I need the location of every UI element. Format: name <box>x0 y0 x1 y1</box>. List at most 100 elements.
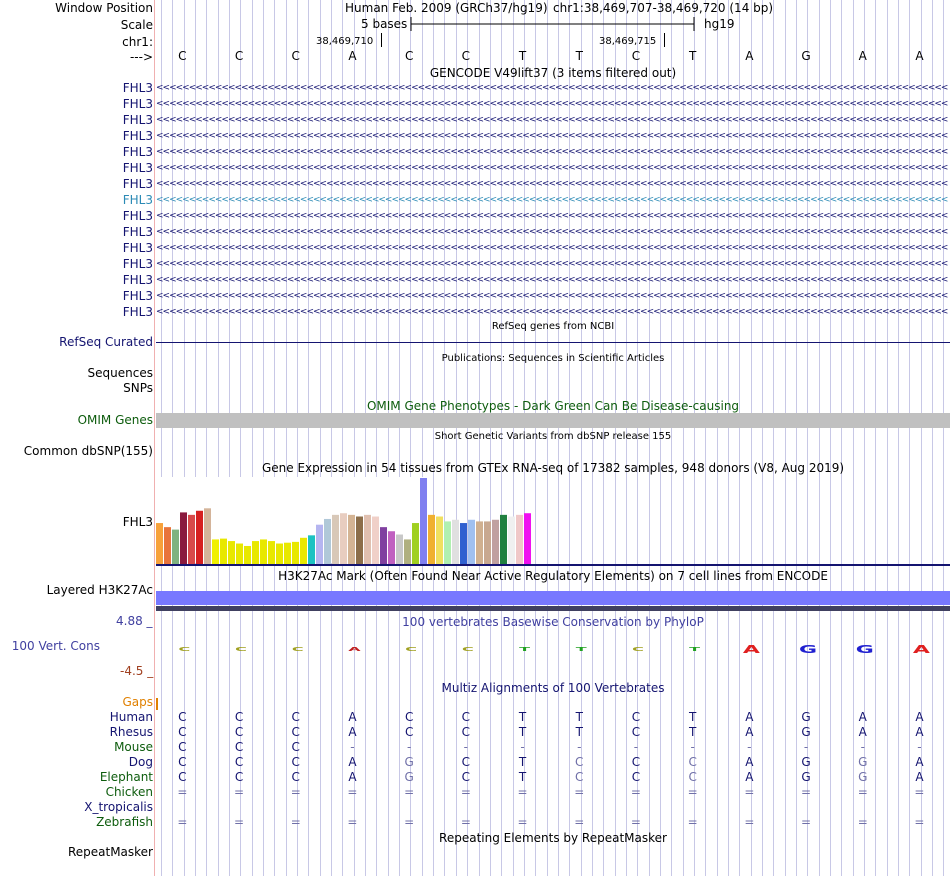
gencode-transcript[interactable]: <<<<<<<<<<<<<<<<<<<<<<<<<<<<<<<<<<<<<<<<… <box>156 131 948 141</box>
publications-sequences-label[interactable]: Sequences <box>87 366 153 380</box>
gtex-track-title[interactable]: Gene Expression in 54 tissues from GTEx … <box>261 461 845 475</box>
gaps-label[interactable]: Gaps <box>122 695 153 709</box>
gtex-tissue-bar[interactable] <box>508 516 515 564</box>
gencode-transcript[interactable]: <<<<<<<<<<<<<<<<<<<<<<<<<<<<<<<<<<<<<<<<… <box>156 291 948 301</box>
gtex-tissue-bar[interactable] <box>196 510 203 564</box>
gtex-tissue-bar[interactable] <box>436 516 443 564</box>
gtex-tissue-bar[interactable] <box>220 538 227 564</box>
gtex-tissue-bar[interactable] <box>300 537 307 564</box>
gtex-tissue-bar[interactable] <box>244 545 251 564</box>
gtex-tissue-bar[interactable] <box>188 514 195 564</box>
gencode-gene-label[interactable]: FHL3 <box>122 289 153 303</box>
gencode-gene-label[interactable]: FHL3 <box>122 97 153 111</box>
gencode-transcript[interactable]: <<<<<<<<<<<<<<<<<<<<<<<<<<<<<<<<<<<<<<<<… <box>156 99 948 109</box>
publications-track-title[interactable]: Publications: Sequences in Scientific Ar… <box>441 353 665 364</box>
gtex-tissue-bar[interactable] <box>260 539 267 564</box>
refseq-line[interactable] <box>156 342 950 343</box>
omim-label[interactable]: OMIM Genes <box>77 413 153 427</box>
gtex-tissue-bar[interactable] <box>292 541 299 564</box>
gencode-gene-label[interactable]: FHL3 <box>122 273 153 287</box>
gencode-gene-label[interactable]: FHL3 <box>122 305 153 319</box>
gtex-tissue-bar[interactable] <box>396 534 403 564</box>
gencode-gene-label[interactable]: FHL3 <box>122 225 153 239</box>
gencode-gene-label[interactable]: FHL3 <box>122 257 153 271</box>
gencode-transcript[interactable]: <<<<<<<<<<<<<<<<<<<<<<<<<<<<<<<<<<<<<<<<… <box>156 259 948 269</box>
multiz-species-label[interactable]: X_tropicalis <box>84 800 153 814</box>
gencode-gene-label[interactable]: FHL3 <box>122 113 153 127</box>
gtex-tissue-bar[interactable] <box>212 539 219 564</box>
gencode-transcript[interactable]: <<<<<<<<<<<<<<<<<<<<<<<<<<<<<<<<<<<<<<<<… <box>156 83 948 93</box>
refseq-label[interactable]: RefSeq Curated <box>59 335 153 349</box>
gencode-gene-label[interactable]: FHL3 <box>122 241 153 255</box>
gtex-tissue-bar[interactable] <box>356 516 363 564</box>
multiz-species-label[interactable]: Rhesus <box>109 725 153 739</box>
gtex-tissue-bar[interactable] <box>308 535 315 564</box>
h3k27ac-bar[interactable] <box>156 591 950 605</box>
gencode-transcript[interactable]: <<<<<<<<<<<<<<<<<<<<<<<<<<<<<<<<<<<<<<<<… <box>156 147 948 157</box>
multiz-species-label[interactable]: Mouse <box>114 740 153 754</box>
gtex-tissue-bar[interactable] <box>452 519 459 564</box>
gtex-tissue-bar[interactable] <box>468 519 475 564</box>
gtex-tissue-bar[interactable] <box>340 513 347 564</box>
omim-bar[interactable] <box>156 413 950 428</box>
gencode-transcript[interactable]: <<<<<<<<<<<<<<<<<<<<<<<<<<<<<<<<<<<<<<<<… <box>156 275 948 285</box>
h3k27ac-track-title[interactable]: H3K27Ac Mark (Often Found Near Active Re… <box>278 569 828 583</box>
gtex-tissue-bar[interactable] <box>180 512 187 564</box>
gtex-tissue-bar[interactable] <box>276 543 283 564</box>
gtex-tissue-bar[interactable] <box>500 514 507 564</box>
multiz-species-label[interactable]: Zebrafish <box>96 815 153 829</box>
repeatmasker-label[interactable]: RepeatMasker <box>67 845 153 859</box>
gtex-tissue-bar[interactable] <box>268 541 275 564</box>
multiz-species-label[interactable]: Elephant <box>99 770 153 784</box>
gtex-tissue-bar[interactable] <box>332 514 339 564</box>
gencode-transcript[interactable]: <<<<<<<<<<<<<<<<<<<<<<<<<<<<<<<<<<<<<<<<… <box>156 179 948 189</box>
gtex-bar-chart[interactable] <box>156 476 556 564</box>
gencode-transcript[interactable]: <<<<<<<<<<<<<<<<<<<<<<<<<<<<<<<<<<<<<<<<… <box>156 243 948 253</box>
gencode-gene-label[interactable]: FHL3 <box>122 161 153 175</box>
gencode-track-title[interactable]: GENCODE V49lift37 (3 items filtered out) <box>429 66 677 80</box>
gtex-tissue-bar[interactable] <box>492 519 499 564</box>
gencode-transcript[interactable]: <<<<<<<<<<<<<<<<<<<<<<<<<<<<<<<<<<<<<<<<… <box>156 307 948 317</box>
gtex-tissue-bar[interactable] <box>380 527 387 564</box>
publications-snps-label[interactable]: SNPs <box>123 381 153 395</box>
phylop-label[interactable]: 100 Vert. Cons <box>11 639 100 653</box>
gencode-transcript[interactable]: <<<<<<<<<<<<<<<<<<<<<<<<<<<<<<<<<<<<<<<<… <box>156 163 948 173</box>
gtex-tissue-bar[interactable] <box>348 514 355 564</box>
gencode-gene-label[interactable]: FHL3 <box>122 81 153 95</box>
gtex-tissue-bar[interactable] <box>428 514 435 564</box>
gtex-tissue-bar[interactable] <box>372 516 379 564</box>
gtex-tissue-bar[interactable] <box>524 513 531 564</box>
gtex-gene-label[interactable]: FHL3 <box>122 515 153 529</box>
gtex-tissue-bar[interactable] <box>412 523 419 564</box>
gtex-tissue-bar[interactable] <box>388 531 395 564</box>
gencode-gene-label[interactable]: FHL3 <box>122 193 153 207</box>
gtex-tissue-bar[interactable] <box>204 508 211 564</box>
gencode-transcript[interactable]: <<<<<<<<<<<<<<<<<<<<<<<<<<<<<<<<<<<<<<<<… <box>156 211 948 221</box>
gencode-gene-label[interactable]: FHL3 <box>122 129 153 143</box>
multiz-species-label[interactable]: Human <box>109 710 153 724</box>
gtex-tissue-bar[interactable] <box>364 514 371 564</box>
gencode-transcript[interactable]: <<<<<<<<<<<<<<<<<<<<<<<<<<<<<<<<<<<<<<<<… <box>156 227 948 237</box>
gtex-tissue-bar[interactable] <box>324 518 331 564</box>
gencode-gene-label[interactable]: FHL3 <box>122 177 153 191</box>
gtex-tissue-bar[interactable] <box>316 524 323 564</box>
gtex-tissue-bar[interactable] <box>476 521 483 564</box>
gtex-tissue-bar[interactable] <box>252 541 259 564</box>
gtex-tissue-bar[interactable] <box>172 529 179 564</box>
gencode-transcript[interactable]: <<<<<<<<<<<<<<<<<<<<<<<<<<<<<<<<<<<<<<<<… <box>156 195 948 205</box>
gtex-tissue-bar[interactable] <box>484 521 491 564</box>
phylop-track-title[interactable]: 100 vertebrates Basewise Conservation by… <box>402 615 704 629</box>
h3k27ac-label[interactable]: Layered H3K27Ac <box>46 583 153 597</box>
dbsnp-track-title[interactable]: Short Genetic Variants from dbSNP releas… <box>434 431 672 442</box>
multiz-species-label[interactable]: Chicken <box>105 785 153 799</box>
gtex-tissue-bar[interactable] <box>164 527 171 564</box>
gtex-tissue-bar[interactable] <box>404 539 411 564</box>
refseq-track-title[interactable]: RefSeq genes from NCBI <box>491 321 615 332</box>
omim-track-title[interactable]: OMIM Gene Phenotypes - Dark Green Can Be… <box>366 399 740 413</box>
gtex-tissue-bar[interactable] <box>236 543 243 564</box>
gencode-transcript[interactable]: <<<<<<<<<<<<<<<<<<<<<<<<<<<<<<<<<<<<<<<<… <box>156 115 948 125</box>
repeatmasker-track-title[interactable]: Repeating Elements by RepeatMasker <box>439 831 667 845</box>
multiz-track-title[interactable]: Multiz Alignments of 100 Vertebrates <box>441 681 665 695</box>
gtex-tissue-bar[interactable] <box>516 514 523 564</box>
